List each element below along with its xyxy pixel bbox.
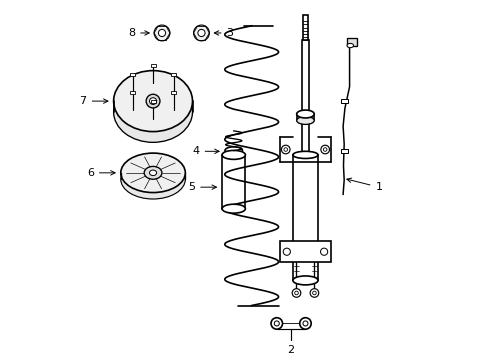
Text: 4: 4	[192, 146, 219, 156]
Ellipse shape	[296, 117, 314, 125]
Ellipse shape	[222, 150, 245, 159]
Circle shape	[193, 25, 209, 41]
Bar	[341, 99, 347, 103]
Ellipse shape	[292, 151, 317, 158]
Bar	[301, 40, 309, 155]
Text: 1: 1	[346, 178, 382, 192]
Bar	[171, 73, 176, 76]
Circle shape	[154, 25, 169, 41]
Circle shape	[320, 248, 327, 255]
Ellipse shape	[113, 81, 192, 142]
Bar	[150, 64, 155, 67]
Ellipse shape	[149, 170, 156, 176]
Circle shape	[281, 145, 289, 154]
Bar	[292, 155, 317, 280]
Circle shape	[158, 30, 165, 37]
Bar	[171, 91, 176, 94]
Bar	[341, 149, 347, 153]
Circle shape	[320, 145, 329, 154]
Ellipse shape	[292, 276, 317, 285]
Circle shape	[198, 30, 204, 37]
Text: 8: 8	[128, 28, 149, 38]
Ellipse shape	[149, 98, 156, 104]
Bar	[346, 38, 356, 45]
Text: 3: 3	[214, 28, 233, 38]
Text: 6: 6	[87, 168, 115, 178]
Ellipse shape	[222, 204, 245, 213]
Bar	[130, 73, 135, 76]
Bar	[302, 15, 308, 40]
Text: 7: 7	[80, 96, 108, 106]
Ellipse shape	[146, 94, 160, 108]
Ellipse shape	[113, 71, 192, 132]
Bar	[280, 241, 330, 262]
Circle shape	[299, 318, 310, 329]
Ellipse shape	[121, 153, 185, 193]
Ellipse shape	[224, 147, 242, 154]
Circle shape	[270, 318, 282, 329]
Text: 2: 2	[287, 345, 294, 355]
Text: 5: 5	[188, 182, 216, 192]
Circle shape	[283, 248, 290, 255]
Circle shape	[292, 289, 300, 297]
Circle shape	[309, 289, 318, 297]
Ellipse shape	[121, 159, 185, 199]
Ellipse shape	[296, 110, 314, 118]
Bar	[150, 100, 155, 103]
Bar	[130, 91, 135, 94]
Ellipse shape	[144, 166, 162, 179]
Ellipse shape	[346, 43, 353, 48]
